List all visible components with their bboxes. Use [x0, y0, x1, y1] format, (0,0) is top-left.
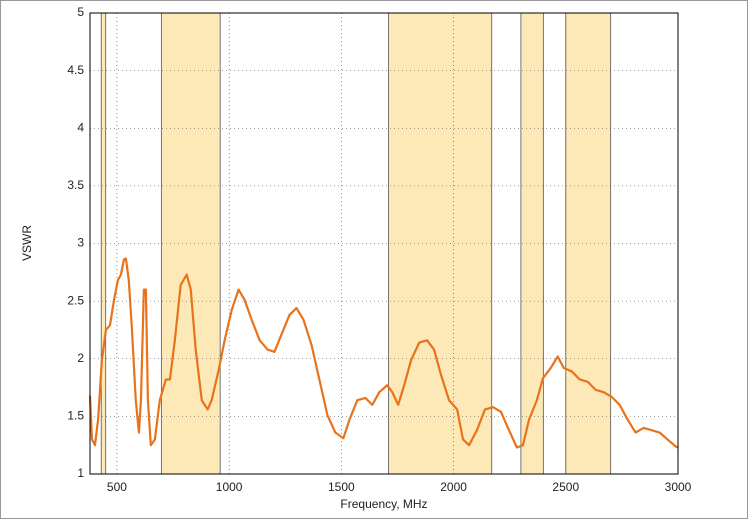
band [388, 13, 492, 474]
x-tick-label: 2500 [552, 480, 579, 494]
y-axis-label: VSWR [20, 225, 34, 261]
band [101, 13, 106, 474]
y-tick-label: 2 [77, 351, 84, 365]
plot-frame [89, 12, 679, 475]
y-tick-label: 1.5 [67, 409, 84, 423]
y-tick-label: 3 [77, 236, 84, 250]
y-tick-label: 4.5 [67, 63, 84, 77]
x-tick-label: 1500 [328, 480, 355, 494]
band [520, 13, 544, 474]
y-tick-label: 1 [77, 466, 84, 480]
y-tick-label: 4 [77, 120, 84, 134]
band [565, 13, 611, 474]
x-tick-label: 500 [107, 480, 127, 494]
x-axis-label: Frequency, MHz [340, 497, 427, 511]
x-tick-label: 2000 [440, 480, 467, 494]
vswr-line [88, 257, 679, 449]
y-tick-label: 2.5 [67, 293, 84, 307]
y-tick-label: 3.5 [67, 178, 84, 192]
x-tick-label: 3000 [665, 480, 692, 494]
x-tick-label: 1000 [216, 480, 243, 494]
y-tick-label: 5 [77, 5, 84, 19]
